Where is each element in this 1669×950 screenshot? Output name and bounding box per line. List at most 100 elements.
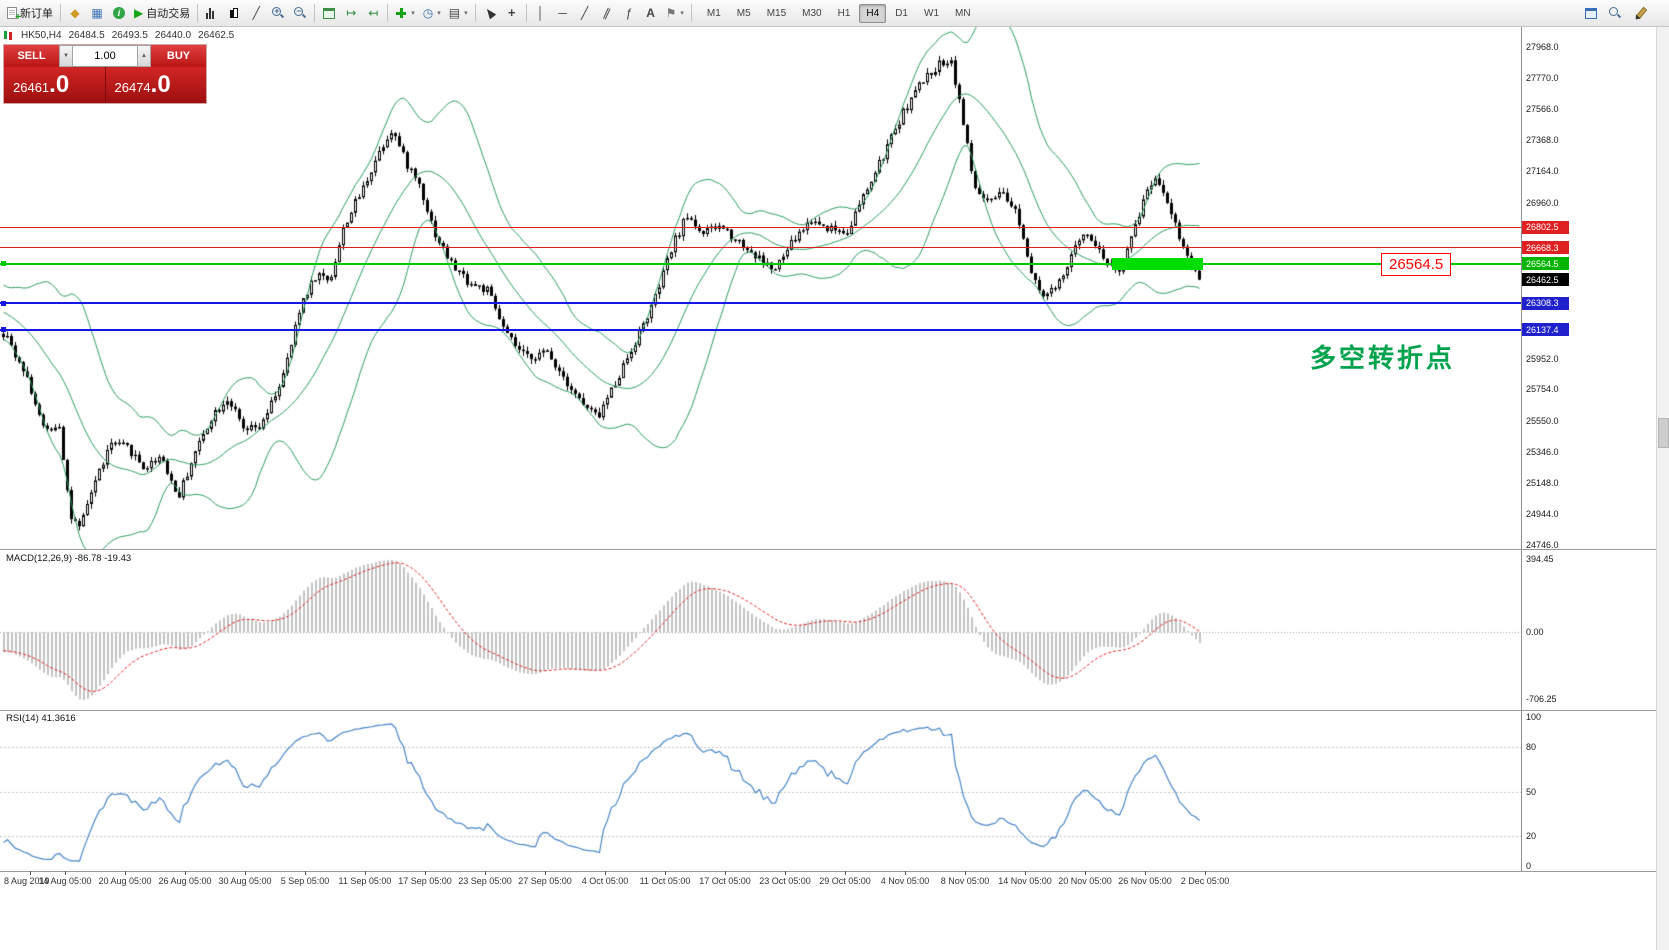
time-axis-tick (185, 871, 186, 875)
pencil-icon (1633, 7, 1646, 20)
timeframe-mn[interactable]: MN (955, 7, 971, 19)
price-axis-label: 27770.0 (1526, 72, 1559, 83)
timeframe-d1[interactable]: D1 (895, 7, 908, 19)
text-tool-button[interactable]: A (640, 2, 662, 24)
line-chart-button[interactable]: ╱ (245, 2, 267, 24)
time-axis-tick (1145, 871, 1146, 875)
horizontal-line-26668.3[interactable] (0, 247, 1521, 249)
price-axis-label: 25754.0 (1526, 384, 1559, 395)
new-order-button[interactable]: 新订单 (3, 2, 57, 24)
time-axis-tick (245, 871, 246, 875)
symbol-label: HK50,H4 (21, 29, 62, 41)
zoom-in-button[interactable]: + (267, 2, 289, 24)
candlestick-chart-button[interactable] (223, 2, 245, 24)
periods-button[interactable]: ◷ ▾ (419, 2, 445, 24)
chart-shift-button[interactable]: ↤ (362, 2, 384, 24)
channel-button[interactable]: ∥ (596, 2, 618, 24)
horizontal-line-26802.5[interactable] (0, 226, 1521, 228)
time-axis-label: 26 Nov 05:00 (1118, 876, 1172, 886)
line-handle[interactable] (1, 261, 6, 267)
time-axis-label: 4 Nov 05:00 (880, 876, 930, 886)
horizontal-line-26137.4[interactable] (0, 328, 1521, 331)
time-axis-tick (1025, 871, 1026, 875)
rsi-label: RSI(14) 41.3616 (6, 713, 76, 724)
timeframe-m15[interactable]: M15 (766, 7, 787, 19)
navigator-icon: i (113, 7, 125, 19)
panel-splitter[interactable] (0, 710, 1656, 711)
volume-increase-button[interactable]: ▲ (137, 45, 151, 67)
channel-icon: ∥ (600, 5, 613, 21)
timeframe-m5[interactable]: M5 (736, 7, 751, 19)
turning-point-note[interactable]: 多空转折点 (1309, 343, 1455, 373)
sell-price-display[interactable]: 26461.0 (4, 67, 106, 103)
price-callout-label[interactable]: 26564.5 (1381, 253, 1452, 276)
horizontal-line-button[interactable]: ─ (552, 2, 574, 24)
cursor-button[interactable] (479, 2, 501, 24)
price-axis-label: 27368.0 (1526, 134, 1559, 145)
timeframe-w1[interactable]: W1 (924, 7, 939, 19)
scrollbar-thumb[interactable] (1658, 418, 1669, 448)
market-watch-button[interactable]: ◆ (64, 2, 86, 24)
volume-input[interactable] (73, 45, 137, 67)
chevron-down-icon: ▾ (680, 10, 684, 17)
search-button[interactable] (1604, 2, 1626, 24)
line-handle[interactable] (1, 300, 6, 306)
macd-panel-canvas[interactable] (0, 550, 1521, 710)
time-axis-tick (365, 871, 366, 875)
sell-price-main: 26461 (13, 80, 50, 95)
indicators-icon (395, 7, 407, 19)
chart-shift-icon: ↤ (368, 6, 379, 20)
line-handle[interactable] (1, 327, 6, 333)
price-chart-canvas[interactable] (0, 27, 1521, 549)
time-axis-label: 17 Oct 05:00 (699, 876, 751, 886)
chevron-down-icon: ▾ (437, 10, 441, 17)
zoom-out-button[interactable]: − (289, 2, 311, 24)
chart-icon (4, 31, 7, 39)
macd-label: MACD(12,26,9) -86.78 -19.43 (6, 553, 132, 564)
timeframe-h1[interactable]: H1 (837, 7, 851, 19)
time-axis-label: 8 Aug 2019 (4, 876, 50, 886)
trendline-button[interactable]: ╱ (574, 2, 596, 24)
fibonacci-button[interactable]: ƒ (618, 2, 640, 24)
time-axis-label: 14 Aug 05:00 (38, 876, 92, 886)
arrow-tool-icon: ⚑ (665, 6, 677, 20)
market-watch-icon: ◆ (70, 6, 80, 20)
rsi-panel-canvas[interactable] (0, 711, 1521, 871)
arrow-tool-button[interactable]: ⚑ ▾ (662, 2, 688, 24)
vertical-line-button[interactable]: │ (530, 2, 552, 24)
timeframe-m1[interactable]: M1 (706, 7, 721, 19)
crosshair-button[interactable]: + (501, 2, 523, 24)
sell-button[interactable]: SELL (4, 45, 59, 67)
horizontal-line-26308.3[interactable] (0, 302, 1521, 305)
panel-splitter[interactable] (0, 549, 1656, 550)
horizontal-line-26564.5[interactable] (0, 262, 1521, 265)
templates-button[interactable]: ▤ ▾ (445, 2, 472, 24)
buy-price-display[interactable]: 26474.0 (105, 67, 206, 103)
ohlc-open: 26484.5 (68, 29, 105, 41)
price-axis-label: 25346.0 (1526, 447, 1559, 458)
tile-windows-button[interactable] (318, 2, 340, 24)
buy-button[interactable]: BUY (151, 45, 206, 67)
auto-scroll-button[interactable]: ↦ (340, 2, 362, 24)
auto-trading-button[interactable]: ▶ 自动交易 (130, 2, 194, 24)
tile-windows-icon (323, 7, 336, 19)
new-chart-window-button[interactable] (1580, 2, 1602, 24)
navigator-button[interactable]: i (108, 2, 130, 24)
search-icon (1608, 6, 1622, 20)
bar-chart-button[interactable] (201, 2, 223, 24)
time-axis-label: 27 Sep 05:00 (518, 876, 572, 886)
indicators-button[interactable]: ▾ (391, 2, 419, 24)
time-axis-label: 11 Sep 05:00 (338, 876, 392, 886)
time-axis-label: 20 Aug 05:00 (98, 876, 152, 886)
time-axis-label: 29 Oct 05:00 (819, 876, 871, 886)
highlight-rectangle[interactable] (1112, 257, 1204, 270)
volume-decrease-button[interactable]: ▼ (59, 45, 73, 67)
edit-button[interactable] (1628, 2, 1650, 24)
time-axis-tick (305, 871, 306, 875)
templates-icon: ▤ (448, 6, 461, 20)
timeframe-h4[interactable]: H4 (859, 3, 887, 23)
timeframe-m30[interactable]: M30 (802, 7, 822, 19)
data-window-button[interactable]: ▦ (86, 2, 108, 24)
vertical-scrollbar[interactable] (1656, 27, 1669, 950)
toolbar-separator (525, 4, 527, 22)
